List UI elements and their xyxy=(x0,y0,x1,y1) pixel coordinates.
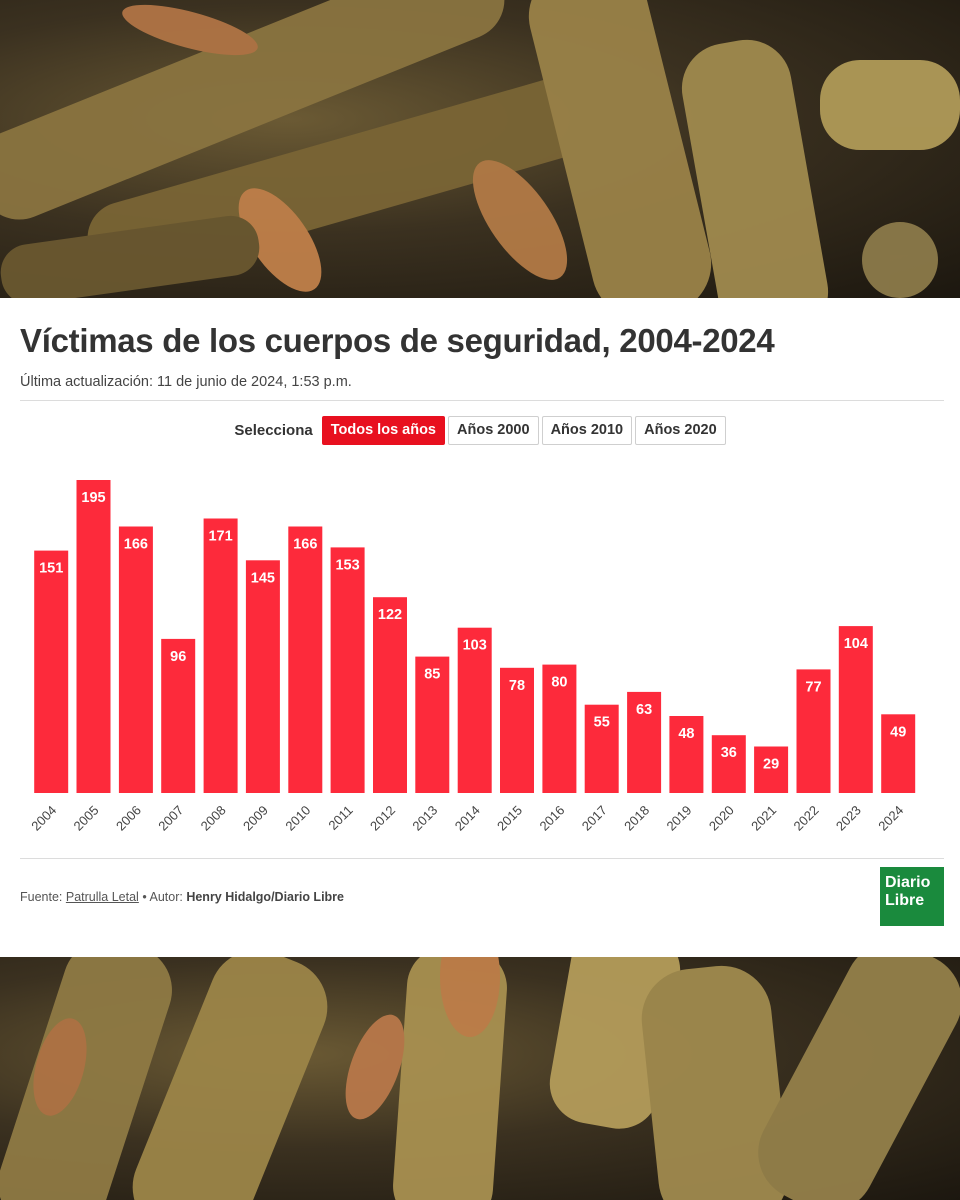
x-tick-2007: 2007 xyxy=(155,803,186,834)
bar-2007[interactable] xyxy=(161,638,196,793)
data-label-2012: 122 xyxy=(378,607,402,623)
data-label-2018: 63 xyxy=(636,702,652,718)
logo-line2: Libre xyxy=(885,892,925,909)
x-tick-2018: 2018 xyxy=(621,803,652,834)
filter-bar: Selecciona Todos los años Años 2000 Años… xyxy=(0,416,960,445)
bar-2012[interactable] xyxy=(373,597,407,793)
bar-2010[interactable] xyxy=(288,526,323,794)
data-label-2019: 48 xyxy=(678,726,694,742)
bar-2013[interactable] xyxy=(415,656,450,793)
data-label-2006: 166 xyxy=(124,537,148,553)
data-label-2016: 80 xyxy=(551,675,567,691)
bar-2009[interactable] xyxy=(245,560,280,793)
bar-2015[interactable] xyxy=(500,667,534,793)
data-label-2022: 77 xyxy=(805,679,821,695)
x-tick-2011: 2011 xyxy=(325,803,355,833)
diario-libre-logo: Diario Libre xyxy=(880,867,944,926)
filter-all-years-button[interactable]: Todos los años xyxy=(321,416,446,445)
source-prefix: Fuente: xyxy=(20,890,63,904)
data-label-2005: 195 xyxy=(81,490,105,506)
last-updated: Última actualización: 11 de junio de 202… xyxy=(20,374,352,390)
x-tick-2015: 2015 xyxy=(494,803,525,834)
divider-top xyxy=(20,400,944,401)
x-tick-2005: 2005 xyxy=(71,803,102,834)
bar-2024[interactable] xyxy=(881,714,916,793)
bar-2021[interactable] xyxy=(754,746,789,794)
data-label-2007: 96 xyxy=(170,649,186,665)
data-label-2004: 151 xyxy=(39,561,63,577)
x-tick-2023: 2023 xyxy=(833,803,864,834)
x-tick-2017: 2017 xyxy=(579,803,610,834)
x-tick-2013: 2013 xyxy=(409,803,440,834)
chart-card: Víctimas de los cuerpos de seguridad, 20… xyxy=(0,298,960,957)
bar-2023[interactable] xyxy=(838,626,873,793)
x-tick-2020: 2020 xyxy=(706,803,737,834)
bar-2011[interactable] xyxy=(330,547,365,793)
author-prefix: • Autor: xyxy=(142,890,183,904)
bar-2022[interactable] xyxy=(796,669,831,793)
bullets-photo-top xyxy=(0,0,960,298)
bar-2019[interactable] xyxy=(669,716,704,793)
bar-2006[interactable] xyxy=(118,526,153,794)
chart-title: Víctimas de los cuerpos de seguridad, 20… xyxy=(20,322,775,359)
data-label-2020: 36 xyxy=(721,745,737,761)
x-tick-2010: 2010 xyxy=(282,803,313,834)
x-tick-2009: 2009 xyxy=(240,803,271,834)
bar-2020[interactable] xyxy=(711,735,746,793)
bar-2017[interactable] xyxy=(584,704,619,793)
bar-2018[interactable] xyxy=(627,691,662,793)
x-tick-2014: 2014 xyxy=(452,803,483,834)
data-label-2011: 153 xyxy=(335,557,359,573)
header-photo xyxy=(0,0,960,298)
x-tick-2019: 2019 xyxy=(663,803,694,834)
bar-2016[interactable] xyxy=(542,664,577,793)
x-tick-2024: 2024 xyxy=(875,803,906,834)
bar-chart: 151 2004 195 2005 166 2006 96 2007 171 2008 145 200… xyxy=(28,480,916,834)
data-label-2008: 171 xyxy=(208,529,232,545)
logo-line1: Diario xyxy=(885,874,931,891)
filter-2000s-button[interactable]: Años 2000 xyxy=(448,416,539,445)
divider-bottom xyxy=(20,858,944,859)
data-label-2017: 55 xyxy=(594,715,610,731)
data-label-2023: 104 xyxy=(844,636,868,652)
author-name: Henry Hidalgo/Diario Libre xyxy=(186,890,344,904)
source-link[interactable]: Patrulla Letal xyxy=(65,890,139,904)
x-tick-2022: 2022 xyxy=(791,803,822,834)
x-tick-2004: 2004 xyxy=(28,803,59,834)
footer-photo xyxy=(0,957,960,1200)
bar-2014[interactable] xyxy=(457,627,492,793)
x-tick-2021: 2021 xyxy=(748,803,779,834)
filter-2020s-button[interactable]: Años 2020 xyxy=(635,416,726,445)
x-tick-2012: 2012 xyxy=(367,803,398,834)
x-tick-2016: 2016 xyxy=(536,803,567,834)
data-label-2015: 78 xyxy=(509,678,525,694)
bullets-photo-bottom xyxy=(0,957,960,1200)
bar-2004[interactable] xyxy=(34,550,69,793)
filter-label: Selecciona xyxy=(234,422,313,439)
bar-2008[interactable] xyxy=(203,518,238,794)
x-tick-2006: 2006 xyxy=(113,803,144,834)
data-label-2024: 49 xyxy=(890,724,906,740)
data-label-2009: 145 xyxy=(251,570,275,586)
data-label-2010: 166 xyxy=(293,537,317,553)
x-tick-2008: 2008 xyxy=(198,803,229,834)
data-label-2013: 85 xyxy=(424,667,440,683)
bar-2005[interactable] xyxy=(76,480,111,793)
data-label-2021: 29 xyxy=(763,757,779,773)
source-line: Fuente: Patrulla Letal • Autor: Henry Hi… xyxy=(20,890,344,904)
data-label-2014: 103 xyxy=(463,638,487,654)
filter-2010s-button[interactable]: Años 2010 xyxy=(541,416,633,445)
